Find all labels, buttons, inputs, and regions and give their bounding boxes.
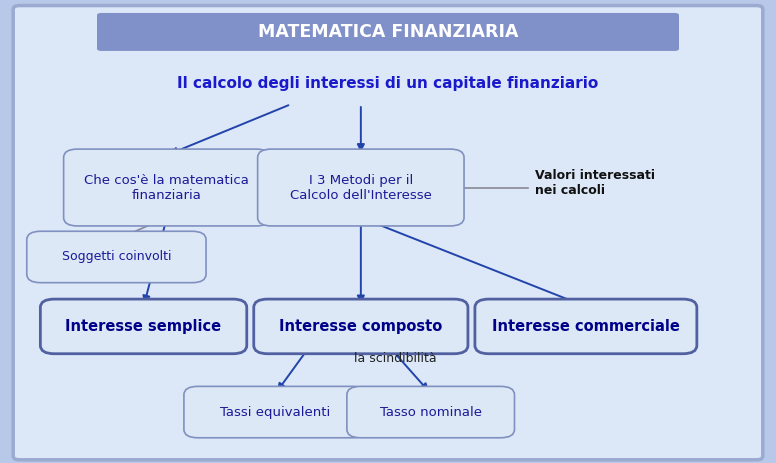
Text: Tasso nominale: Tasso nominale	[379, 406, 482, 419]
Text: Interesse semplice: Interesse semplice	[65, 319, 222, 334]
FancyBboxPatch shape	[40, 299, 247, 354]
Text: MATEMATICA FINANZIARIA: MATEMATICA FINANZIARIA	[258, 23, 518, 41]
FancyBboxPatch shape	[347, 386, 514, 438]
FancyBboxPatch shape	[26, 232, 206, 282]
Text: Il calcolo degli interessi di un capitale finanziario: Il calcolo degli interessi di un capital…	[178, 76, 598, 91]
FancyBboxPatch shape	[184, 386, 367, 438]
FancyBboxPatch shape	[64, 149, 270, 226]
FancyBboxPatch shape	[475, 299, 697, 354]
FancyBboxPatch shape	[13, 6, 763, 460]
FancyBboxPatch shape	[258, 149, 464, 226]
FancyBboxPatch shape	[254, 299, 468, 354]
Text: Che cos'è la matematica
finanziaria: Che cos'è la matematica finanziaria	[85, 174, 249, 201]
Text: Tassi equivalenti: Tassi equivalenti	[220, 406, 331, 419]
Text: I 3 Metodi per il
Calcolo dell'Interesse: I 3 Metodi per il Calcolo dell'Interesse	[290, 174, 431, 201]
Text: Soggetti coinvolti: Soggetti coinvolti	[61, 250, 171, 263]
Text: la scindibilità: la scindibilità	[355, 352, 437, 365]
Text: Interesse commerciale: Interesse commerciale	[492, 319, 680, 334]
Text: Valori interessati
nei calcoli: Valori interessati nei calcoli	[535, 169, 656, 197]
FancyBboxPatch shape	[97, 13, 679, 51]
Text: Interesse composto: Interesse composto	[279, 319, 442, 334]
